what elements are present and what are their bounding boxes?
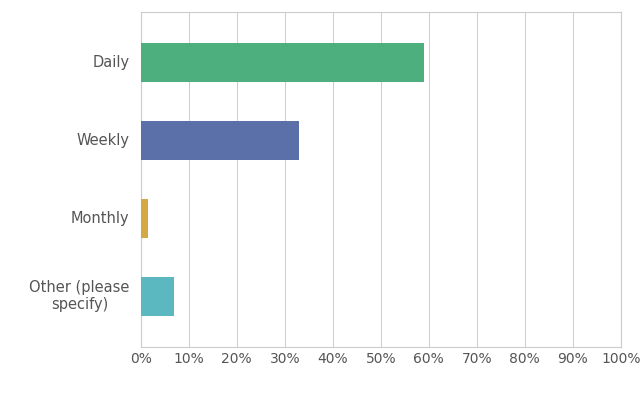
Bar	[141, 277, 174, 316]
Bar	[141, 199, 148, 238]
Bar	[141, 121, 300, 160]
Bar	[141, 43, 424, 82]
